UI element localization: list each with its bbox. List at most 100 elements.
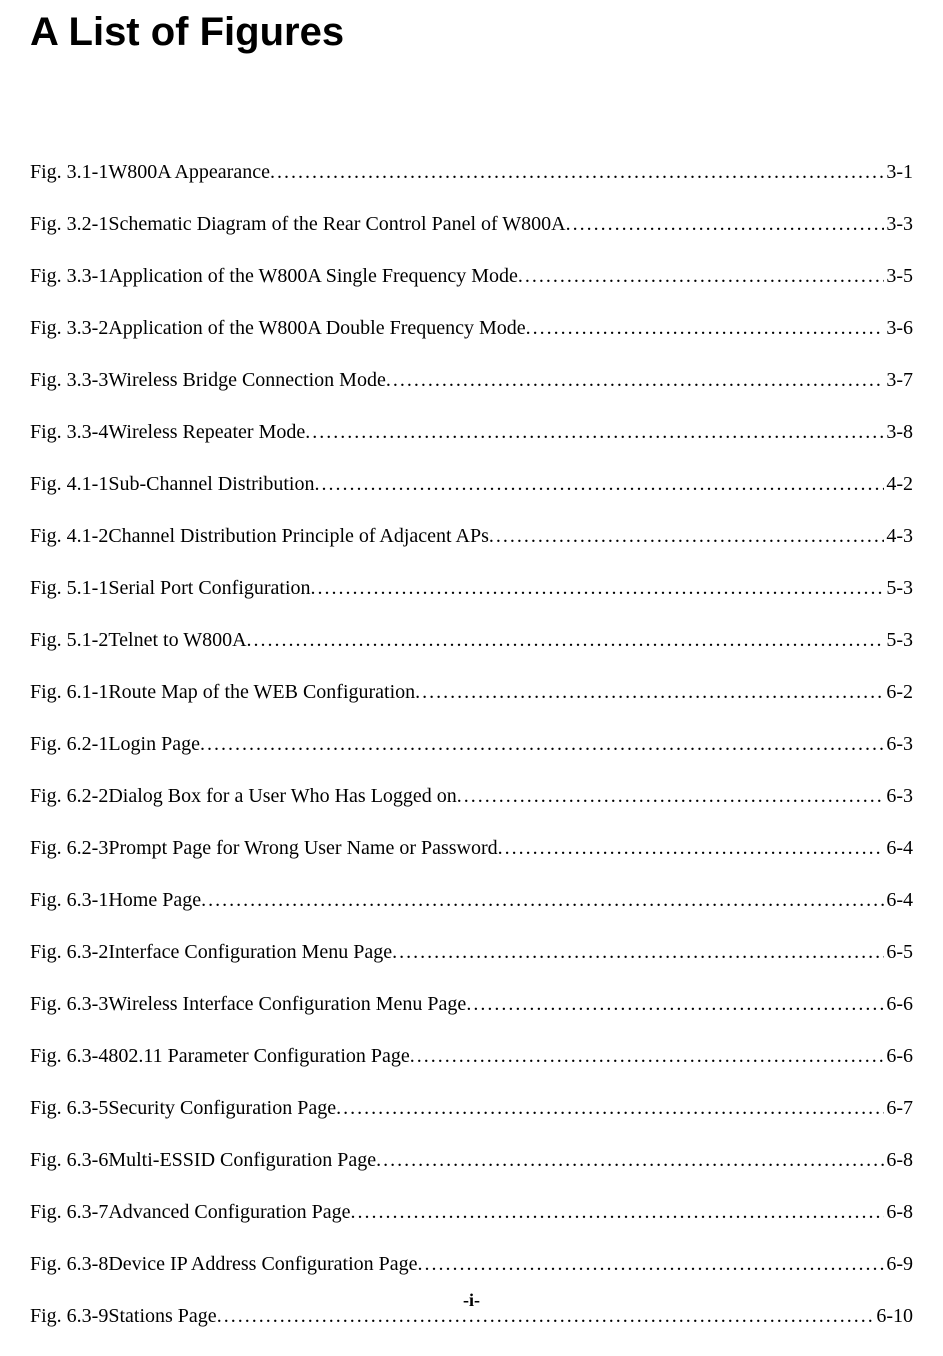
- figure-page: 6-3: [884, 732, 913, 756]
- figure-label: Fig. 6.1-1: [30, 680, 108, 704]
- figure-page: 3-7: [884, 368, 913, 392]
- figure-description: Advanced Configuration Page: [108, 1200, 350, 1224]
- figure-page: 6-3: [884, 784, 913, 808]
- figure-description: Prompt Page for Wrong User Name or Passw…: [108, 836, 497, 860]
- figure-label: Fig. 6.3-4: [30, 1044, 108, 1068]
- figures-list: Fig. 3.1-1 W800A Appearance.............…: [30, 160, 913, 1356]
- figure-label: Fig. 6.3-3: [30, 992, 108, 1016]
- figure-description: Dialog Box for a User Who Has Logged on: [108, 784, 456, 808]
- figure-label: Fig. 6.3-6: [30, 1148, 108, 1172]
- figure-entry: Fig. 6.3-4 802.11 Parameter Configuratio…: [30, 1044, 913, 1068]
- figure-entry: Fig. 6.3-3 Wireless Interface Configurat…: [30, 992, 913, 1016]
- figure-page: 5-3: [884, 628, 913, 652]
- figure-label: Fig. 4.1-2: [30, 524, 108, 548]
- figure-description: Device IP Address Configuration Page: [108, 1252, 417, 1276]
- figure-description: Home Page: [108, 888, 201, 912]
- figure-description: Wireless Bridge Connection Mode: [108, 368, 385, 392]
- figure-entry: Fig. 3.3-1 Application of the W800A Sing…: [30, 264, 913, 288]
- figure-description: Channel Distribution Principle of Adjace…: [108, 524, 489, 548]
- figure-entry: Fig. 3.3-4 Wireless Repeater Mode.......…: [30, 420, 913, 444]
- figure-page: 3-8: [884, 420, 913, 444]
- figure-page: 4-3: [884, 524, 913, 548]
- figure-entry: Fig. 6.2-2 Dialog Box for a User Who Has…: [30, 784, 913, 808]
- figure-page: 6-8: [884, 1148, 913, 1172]
- leader-dots: ........................................…: [415, 680, 884, 704]
- figure-label: Fig. 3.3-2: [30, 316, 108, 340]
- leader-dots: ........................................…: [305, 420, 884, 444]
- figure-page: 4-2: [884, 472, 913, 496]
- figure-label: Fig. 6.3-1: [30, 888, 108, 912]
- figure-description: Interface Configuration Menu Page: [108, 940, 392, 964]
- figure-entry: Fig. 5.1-1 Serial Port Configuration....…: [30, 576, 913, 600]
- figure-entry: Fig. 3.1-1 W800A Appearance.............…: [30, 160, 913, 184]
- leader-dots: ........................................…: [200, 732, 884, 756]
- figure-label: Fig. 3.3-3: [30, 368, 108, 392]
- figure-label: Fig. 3.3-4: [30, 420, 108, 444]
- figure-entry: Fig. 3.3-3 Wireless Bridge Connection Mo…: [30, 368, 913, 392]
- figure-label: Fig. 3.1-1: [30, 160, 108, 184]
- figure-description: Multi-ESSID Configuration Page: [108, 1148, 376, 1172]
- page-footer: -i-: [0, 1290, 943, 1311]
- figure-description: W800A Appearance: [108, 160, 270, 184]
- figure-label: Fig. 5.1-2: [30, 628, 108, 652]
- figure-entry: Fig. 4.1-2 Channel Distribution Principl…: [30, 524, 913, 548]
- figure-label: Fig. 6.2-1: [30, 732, 108, 756]
- figure-description: Route Map of the WEB Configuration: [108, 680, 415, 704]
- leader-dots: ........................................…: [498, 836, 885, 860]
- figure-label: Fig. 6.3-7: [30, 1200, 108, 1224]
- figure-description: Wireless Interface Configuration Menu Pa…: [108, 992, 466, 1016]
- leader-dots: ........................................…: [410, 1044, 885, 1068]
- figure-entry: Fig. 6.3-7 Advanced Configuration Page..…: [30, 1200, 913, 1224]
- figure-description: Login Page: [108, 732, 200, 756]
- leader-dots: ........................................…: [351, 1200, 885, 1224]
- leader-dots: ........................................…: [489, 524, 884, 548]
- figure-label: Fig. 3.2-1: [30, 212, 108, 236]
- leader-dots: ........................................…: [566, 212, 885, 236]
- figure-label: Fig. 6.3-8: [30, 1252, 108, 1276]
- leader-dots: ........................................…: [526, 316, 885, 340]
- figure-label: Fig. 6.3-5: [30, 1096, 108, 1120]
- leader-dots: ........................................…: [247, 628, 885, 652]
- figure-page: 3-3: [884, 212, 913, 236]
- figure-description: 802.11 Parameter Configuration Page: [108, 1044, 409, 1068]
- figure-label: Fig. 3.3-1: [30, 264, 108, 288]
- figure-page: 6-7: [884, 1096, 913, 1120]
- figure-entry: Fig. 3.2-1 Schematic Diagram of the Rear…: [30, 212, 913, 236]
- leader-dots: ........................................…: [311, 576, 885, 600]
- figure-description: Security Configuration Page: [108, 1096, 336, 1120]
- leader-dots: ........................................…: [418, 1252, 885, 1276]
- figure-page: 6-4: [884, 888, 913, 912]
- figure-description: Application of the W800A Double Frequenc…: [108, 316, 525, 340]
- figure-description: Schematic Diagram of the Rear Control Pa…: [108, 212, 565, 236]
- figure-page: 3-1: [884, 160, 913, 184]
- figure-entry: Fig. 6.3-8 Device IP Address Configurati…: [30, 1252, 913, 1276]
- figure-entry: Fig. 6.2-1 Login Page...................…: [30, 732, 913, 756]
- figure-description: Sub-Channel Distribution: [108, 472, 314, 496]
- figure-entry: Fig. 6.1-1 Route Map of the WEB Configur…: [30, 680, 913, 704]
- leader-dots: ........................................…: [386, 368, 885, 392]
- figure-entry: Fig. 5.1-2 Telnet to W800A..............…: [30, 628, 913, 652]
- figure-entry: Fig. 6.3-6 Multi-ESSID Configuration Pag…: [30, 1148, 913, 1172]
- figure-description: Wireless Repeater Mode: [108, 420, 305, 444]
- figure-entry: Fig. 4.1-1 Sub-Channel Distribution.....…: [30, 472, 913, 496]
- figure-description: Telnet to W800A: [108, 628, 246, 652]
- leader-dots: ........................................…: [392, 940, 884, 964]
- figure-page: 6-6: [884, 992, 913, 1016]
- figure-page: 6-5: [884, 940, 913, 964]
- leader-dots: ........................................…: [466, 992, 884, 1016]
- figure-page: 5-3: [884, 576, 913, 600]
- figure-label: Fig. 6.3-2: [30, 940, 108, 964]
- figure-page: 6-4: [884, 836, 913, 860]
- figure-description: Application of the W800A Single Frequenc…: [108, 264, 518, 288]
- figure-entry: Fig. 6.3-5 Security Configuration Page .…: [30, 1096, 913, 1120]
- figure-entry: Fig. 6.2-3 Prompt Page for Wrong User Na…: [30, 836, 913, 860]
- figure-label: Fig. 5.1-1: [30, 576, 108, 600]
- figure-description: Serial Port Configuration: [108, 576, 310, 600]
- leader-dots: ........................................…: [518, 264, 884, 288]
- figure-entry: Fig. 6.3-2 Interface Configuration Menu …: [30, 940, 913, 964]
- figure-entry: Fig. 6.3-1 Home Page....................…: [30, 888, 913, 912]
- figure-page: 3-6: [884, 316, 913, 340]
- figure-entry: Fig. 3.3-2 Application of the W800A Doub…: [30, 316, 913, 340]
- leader-dots: ........................................…: [376, 1148, 884, 1172]
- leader-dots: ........................................…: [314, 472, 884, 496]
